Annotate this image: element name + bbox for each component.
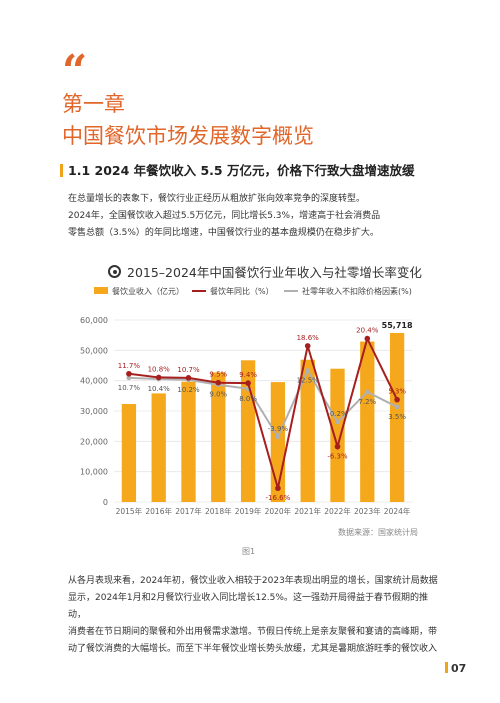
retail-data-label: -0.2% bbox=[327, 410, 348, 418]
yoy-data-label: 10.7% bbox=[177, 366, 200, 374]
yoy-data-label: 18.6% bbox=[297, 334, 320, 342]
body-line: 显示，2024年1月和2月餐饮行业收入同比增长12.5%。这一强劲开局得益于春节… bbox=[68, 593, 428, 620]
retail-data-label: 3.5% bbox=[388, 413, 406, 421]
y-tick-label: 10,000 bbox=[80, 468, 108, 477]
bar-data-label: 55,718 bbox=[382, 321, 413, 330]
chart-title: 2015–2024年中国餐饮行业年收入与社零增长率变化 bbox=[108, 262, 422, 281]
yoy-point bbox=[304, 343, 311, 349]
retail-data-label: 7.2% bbox=[358, 398, 376, 406]
yoy-point bbox=[275, 485, 281, 492]
target-icon bbox=[108, 265, 121, 278]
bar-revenue bbox=[211, 372, 226, 502]
retail-data-label: 9.0% bbox=[209, 391, 227, 399]
y-tick-label: 60,000 bbox=[80, 316, 108, 325]
yoy-point bbox=[364, 335, 371, 342]
yoy-point bbox=[185, 375, 192, 381]
x-tick-label: 2018年 bbox=[205, 506, 232, 516]
bar-revenue bbox=[360, 341, 375, 502]
retail-data-label: 12.5% bbox=[297, 377, 320, 385]
retail-point bbox=[394, 404, 400, 410]
yoy-data-label: 11.7% bbox=[118, 362, 141, 370]
yoy-point bbox=[155, 374, 162, 381]
y-tick-label: 50,000 bbox=[80, 346, 108, 355]
x-tick-label: 2017年 bbox=[175, 506, 202, 516]
section-heading: 1.1 2024 年餐饮收入 5.5 万亿元，价格下行致大盘增速放缓 bbox=[60, 160, 415, 179]
bar-revenue bbox=[330, 368, 345, 502]
body-paragraph: 从各月表现来看，2024年初，餐饮业收入相较于2023年表现出明显的增长，国家统… bbox=[68, 573, 444, 658]
page-number: 07 bbox=[445, 662, 466, 675]
x-tick-label: 2021年 bbox=[294, 506, 321, 516]
chapter-number: 第一章 bbox=[62, 92, 125, 116]
yoy-data-label: -6.3% bbox=[327, 453, 348, 461]
yoy-point bbox=[334, 443, 341, 450]
quote-mark: “ bbox=[62, 46, 88, 97]
data-source: 数据来源：国家统计局 bbox=[338, 528, 418, 537]
x-tick-label: 2022年 bbox=[324, 506, 351, 516]
retail-data-label: 10.7% bbox=[118, 384, 141, 392]
y-tick-label: 40,000 bbox=[80, 377, 108, 386]
figure-caption: 图1 bbox=[242, 547, 256, 556]
yoy-point bbox=[394, 396, 400, 403]
bar-revenue bbox=[151, 393, 166, 502]
retail-point bbox=[364, 389, 370, 395]
intro-line: 2024年，全国餐饮收入超过5.5万亿元，同比增长5.3%，增速高于社会消费品 bbox=[68, 211, 381, 221]
retail-point bbox=[305, 368, 311, 373]
body-line: 消费者在节日期间的聚餐和外出用餐需求激增。节假日传统上是亲友聚餐和宴请的高峰期，… bbox=[68, 627, 438, 637]
yoy-data-label: 5.3% bbox=[388, 388, 406, 396]
chart-title-text: 2015–2024年中国餐饮行业年收入与社零增长率变化 bbox=[127, 265, 422, 280]
retail-data-label: 10.2% bbox=[177, 386, 200, 394]
yoy-data-label: -16.6% bbox=[266, 494, 291, 502]
bar-revenue bbox=[121, 403, 137, 502]
x-tick-label: 2019年 bbox=[235, 506, 262, 516]
yoy-point bbox=[245, 380, 251, 386]
retail-point bbox=[335, 419, 340, 425]
chapter-title: 中国餐饮市场发展数字概览 bbox=[62, 124, 314, 148]
legend-swatch-revenue bbox=[94, 287, 108, 294]
yoy-point bbox=[215, 379, 222, 386]
yoy-data-label: 20.4% bbox=[356, 327, 379, 335]
bar-revenue bbox=[181, 381, 196, 502]
retail-line bbox=[128, 368, 398, 440]
intro-line: 在总量增长的表象下，餐饮行业正经历从粗放扩张向效率竞争的深度转型。 bbox=[68, 194, 366, 204]
x-tick-label: 2020年 bbox=[265, 506, 292, 516]
intro-paragraph: 在总量增长的表象下，餐饮行业正经历从粗放扩张向效率竞争的深度转型。 2024年，… bbox=[68, 191, 444, 242]
y-tick-label: 0 bbox=[103, 498, 108, 507]
intro-line: 零售总额（3.5%）的年同比增速，中国餐饮行业的基本盘规模仍在稳步扩大。 bbox=[68, 228, 379, 238]
page-accent-bar bbox=[445, 662, 448, 673]
legend-label-revenue: 餐饮业收入（亿元） bbox=[112, 286, 184, 296]
x-tick-label: 2023年 bbox=[354, 506, 381, 516]
retail-point bbox=[126, 375, 132, 381]
y-tick-label: 20,000 bbox=[80, 437, 108, 446]
yoy-data-label: 9.5% bbox=[209, 371, 227, 379]
x-tick-label: 2015年 bbox=[116, 506, 143, 516]
body-line: 动了餐饮消费的大幅增长。而至下半年餐饮业增长势头放缓，尤其是暑期旅游旺季的餐饮收… bbox=[68, 644, 438, 654]
legend-label-yoy: 餐饮年同比（%） bbox=[210, 286, 274, 296]
legend-label-retail: 社零年收入不扣除价格因素(%) bbox=[302, 286, 412, 296]
retail-data-label: 10.4% bbox=[148, 385, 171, 393]
bar-revenue bbox=[300, 359, 315, 502]
section-accent-bar bbox=[60, 164, 63, 177]
body-line: 从各月表现来看，2024年初，餐饮业收入相较于2023年表现出明显的增长，国家统… bbox=[68, 576, 438, 586]
yoy-data-label: 10.8% bbox=[148, 365, 171, 373]
page-number-text: 07 bbox=[451, 662, 467, 675]
retail-point bbox=[275, 434, 281, 440]
yoy-point bbox=[126, 370, 132, 377]
x-tick-label: 2016年 bbox=[145, 506, 172, 516]
y-tick-label: 30,000 bbox=[80, 407, 108, 416]
yoy-line bbox=[128, 335, 398, 489]
x-tick-label: 2024年 bbox=[384, 506, 411, 516]
retail-data-label: -3.9% bbox=[268, 425, 289, 433]
yoy-data-label: 9.4% bbox=[239, 371, 257, 379]
retail-data-label: 8.0% bbox=[239, 395, 257, 403]
revenue-growth-chart: 餐饮业收入（亿元） 餐饮年同比（%） 社零年收入不扣除价格因素(%) 0 10,000 2… bbox=[80, 286, 413, 516]
bar-revenue bbox=[389, 332, 405, 502]
section-title: 1.1 2024 年餐饮收入 5.5 万亿元，价格下行致大盘增速放缓 bbox=[68, 163, 415, 178]
